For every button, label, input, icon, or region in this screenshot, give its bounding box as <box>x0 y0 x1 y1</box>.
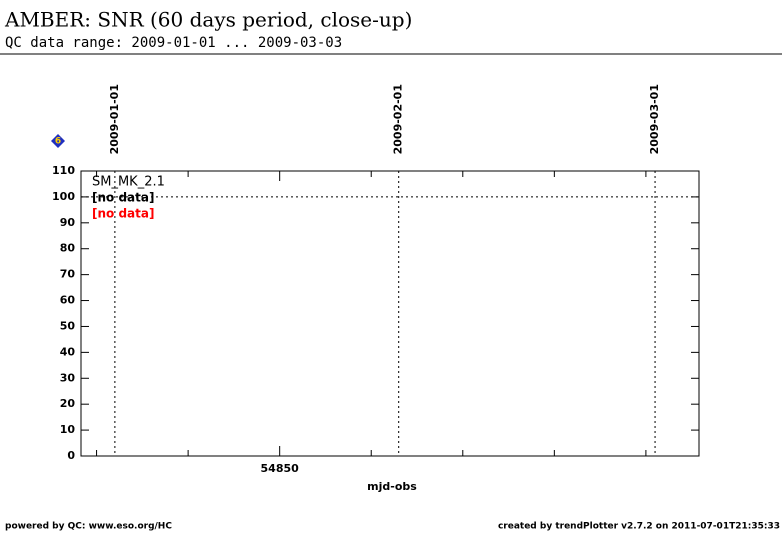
legend-title: SM_MK_2.1 <box>92 175 165 190</box>
y-tick-label: 70 <box>60 268 76 281</box>
legend-entry: [no data] <box>92 191 154 205</box>
y-tick-label: 20 <box>60 397 76 410</box>
y-tick-label: 10 <box>60 423 76 436</box>
y-tick-label: 30 <box>60 371 76 384</box>
legend-entry: [no data] <box>92 207 154 221</box>
date-marker-label: 2009-01-01 <box>108 84 121 154</box>
plot-frame <box>80 170 700 457</box>
page-title: AMBER: SNR (60 days period, close-up) <box>4 8 412 32</box>
x-tick-label: 54850 <box>261 462 300 475</box>
footer-left: powered by QC: www.eso.org/HC <box>5 522 172 532</box>
y-tick-label: 90 <box>60 216 76 229</box>
badge: 6 <box>55 137 61 147</box>
page-subtitle: QC data range: 2009-01-01 ... 2009-03-03 <box>5 35 342 51</box>
y-tick-label: 80 <box>60 242 76 255</box>
footer-right: created by trendPlotter v2.7.2 on 2011-0… <box>498 522 780 532</box>
date-marker-label: 2009-02-01 <box>392 84 405 154</box>
y-tick-label: 100 <box>52 190 75 203</box>
badge-shape <box>51 134 65 148</box>
y-tick-label: 0 <box>67 449 75 462</box>
y-tick-label: 60 <box>60 294 76 307</box>
y-tick-label: 40 <box>60 345 76 358</box>
date-marker-label: 2009-03-01 <box>648 84 661 154</box>
y-tick-label: 110 <box>52 164 75 177</box>
y-tick-label: 50 <box>60 319 76 332</box>
x-axis-label: mjd-obs <box>367 480 417 493</box>
